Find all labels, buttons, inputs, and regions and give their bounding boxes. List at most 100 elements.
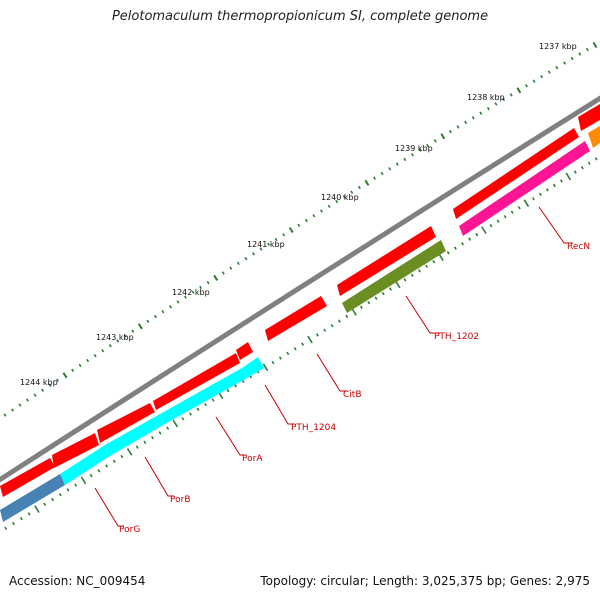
scale-dot: [236, 261, 240, 266]
scale-tick: [204, 402, 207, 407]
scale-label-1244: 1244 kbp: [20, 378, 58, 387]
scale-tick: [394, 280, 401, 289]
scale-tick: [359, 305, 363, 310]
scale-tick: [51, 497, 54, 502]
scale-tick: [461, 241, 464, 246]
scale-dot: [168, 305, 172, 309]
gene-pth-1204[interactable]: [242, 357, 264, 378]
gene-arrow[interactable]: [153, 353, 240, 410]
scale-tick: [351, 308, 357, 316]
gene-label-recn[interactable]: RecN: [567, 242, 590, 252]
scale-dot: [395, 162, 399, 166]
gene-arrow[interactable]: [97, 403, 155, 443]
scale-tick: [66, 488, 70, 492]
scale-dot: [86, 358, 90, 363]
scale-dot: [123, 334, 127, 338]
scale-dot: [585, 47, 589, 52]
scale-dot: [71, 368, 75, 373]
gene-arrow[interactable]: [453, 128, 579, 219]
gene-porb-2[interactable]: [60, 445, 110, 485]
scale-dot: [471, 116, 475, 120]
scale-dot: [448, 129, 452, 134]
gene-label-porb[interactable]: PorB: [170, 495, 191, 505]
gene-pth-1202[interactable]: [342, 240, 446, 313]
scale-tick: [538, 192, 542, 197]
scale-tick: [105, 464, 109, 468]
scale-tick: [496, 219, 500, 223]
scale-tick: [337, 319, 341, 323]
scale-dot: [184, 295, 187, 299]
gene-label-porg[interactable]: PorG: [119, 525, 140, 535]
gene-porg[interactable]: [0, 474, 65, 522]
scale-dot: [229, 266, 233, 270]
scale-dot: [56, 378, 60, 382]
scale-tick: [286, 351, 290, 356]
scale-dot: [380, 171, 384, 176]
scale-tick: [517, 205, 521, 210]
scale-dot: [320, 209, 323, 213]
scale-tick: [552, 183, 556, 188]
gene-pora[interactable]: [160, 368, 247, 424]
scale-dot: [26, 398, 29, 402]
scale-tick: [367, 300, 371, 305]
gene-arrow[interactable]: [52, 433, 99, 468]
scale-dot: [108, 344, 112, 348]
scale-tick: [151, 435, 154, 440]
scale-tick: [234, 384, 238, 388]
gene-porb[interactable]: [105, 414, 165, 456]
scale-dot: [464, 120, 468, 125]
genome-backbone: [0, 95, 600, 483]
scale-tick: [531, 197, 535, 201]
gene-arrow[interactable]: [265, 296, 327, 341]
scale-dot: [494, 102, 498, 106]
scale-tick: [573, 170, 577, 174]
scale-tick: [446, 250, 450, 255]
reverse-strand-genes: [0, 126, 600, 522]
scale-tick: [211, 398, 215, 402]
gene-label-citb[interactable]: CitB: [343, 390, 362, 400]
scale-tick: [89, 473, 93, 478]
scale-tick: [196, 407, 200, 412]
scale-tick: [80, 476, 87, 485]
scale-dot: [456, 125, 460, 129]
scale-dot: [555, 65, 559, 70]
scale-tick: [374, 296, 378, 300]
scale-tick: [74, 483, 78, 487]
scale-dot: [18, 403, 22, 407]
scale-tick: [27, 512, 31, 516]
scale-tick: [432, 259, 436, 264]
scale-dot: [403, 157, 407, 162]
scale-dot: [433, 139, 437, 143]
scale-ticks: [4, 157, 598, 531]
scale-dot: [312, 214, 316, 218]
scale-dot: [350, 190, 354, 194]
gene-arrow[interactable]: [578, 104, 600, 131]
gene-label-pora[interactable]: PorA: [242, 454, 263, 464]
gene-label-pth-1202[interactable]: PTH_1202: [434, 332, 479, 342]
scale-tick: [381, 291, 385, 296]
scale-dots: [3, 41, 598, 417]
scale-tick: [565, 172, 572, 181]
scale-tick: [475, 232, 479, 237]
scale-tick: [143, 440, 147, 445]
scale-label-1243: 1243 kbp: [96, 333, 134, 342]
scale-dot: [592, 41, 598, 49]
scale-dot: [259, 247, 263, 251]
scale-dot: [176, 300, 180, 304]
scale-tick: [158, 431, 162, 435]
gene-recn[interactable]: [459, 141, 590, 236]
scale-dot: [274, 237, 278, 242]
gene-arrow[interactable]: [337, 226, 436, 296]
gene-label-pth-1204[interactable]: PTH_1204: [291, 423, 336, 433]
gene-arrow[interactable]: [0, 458, 55, 497]
gene-arrow[interactable]: [236, 342, 253, 360]
gene-orange[interactable]: [588, 126, 600, 148]
scale-tick: [559, 179, 563, 183]
scale-dot: [547, 70, 551, 74]
scale-tick: [278, 356, 282, 360]
scale-tick: [19, 517, 23, 521]
scale-tick: [425, 264, 429, 268]
scale-dot: [252, 252, 255, 256]
scale-dot: [304, 218, 308, 223]
